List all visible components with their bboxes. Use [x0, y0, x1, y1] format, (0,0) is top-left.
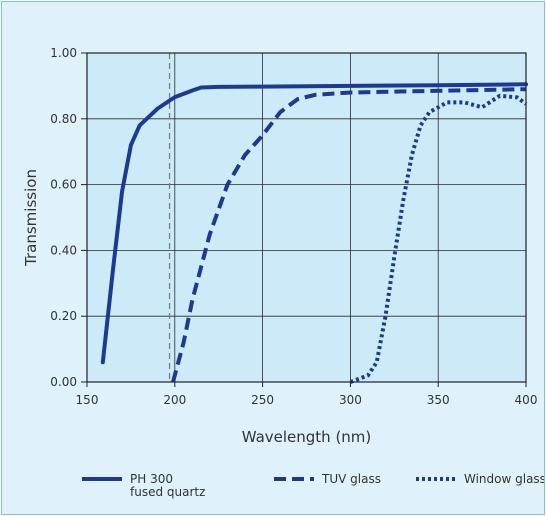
- y-tick-label: 1.00: [50, 46, 77, 60]
- y-tick-label: 0.60: [50, 178, 77, 192]
- series-line-dotted: [349, 93, 528, 384]
- x-axis-ticks: 150 200 250 300 350 400: [76, 382, 538, 407]
- legend-label: PH 300 fused quartz: [130, 472, 205, 499]
- x-tick-label: 350: [427, 393, 450, 407]
- x-axis-title: Wavelength (nm): [242, 428, 372, 446]
- legend-label: Window glass: [464, 472, 544, 486]
- legend-label: TUV glass: [321, 472, 381, 486]
- y-tick-label: 0.80: [50, 112, 77, 126]
- x-tick-label: 400: [515, 393, 538, 407]
- y-tick-label: 0.00: [50, 375, 77, 389]
- x-tick-label: 300: [339, 393, 362, 407]
- y-tick-label: 0.40: [50, 243, 77, 257]
- y-axis-title: Transmission: [22, 169, 40, 267]
- x-tick-label: 200: [163, 393, 186, 407]
- y-tick-label: 0.20: [50, 309, 77, 323]
- x-tick-label: 250: [251, 393, 274, 407]
- plot-frame: [86, 52, 527, 383]
- y-axis-ticks: 0.00 0.20 0.40 0.60 0.80 1.00: [50, 46, 87, 389]
- series-line-dashed: [171, 87, 527, 383]
- series-layer: [100, 82, 528, 384]
- series-line-solid: [100, 82, 528, 365]
- x-tick-label: 150: [76, 393, 99, 407]
- legend: PH 300 fused quartz TUV glass Window glass: [82, 472, 544, 499]
